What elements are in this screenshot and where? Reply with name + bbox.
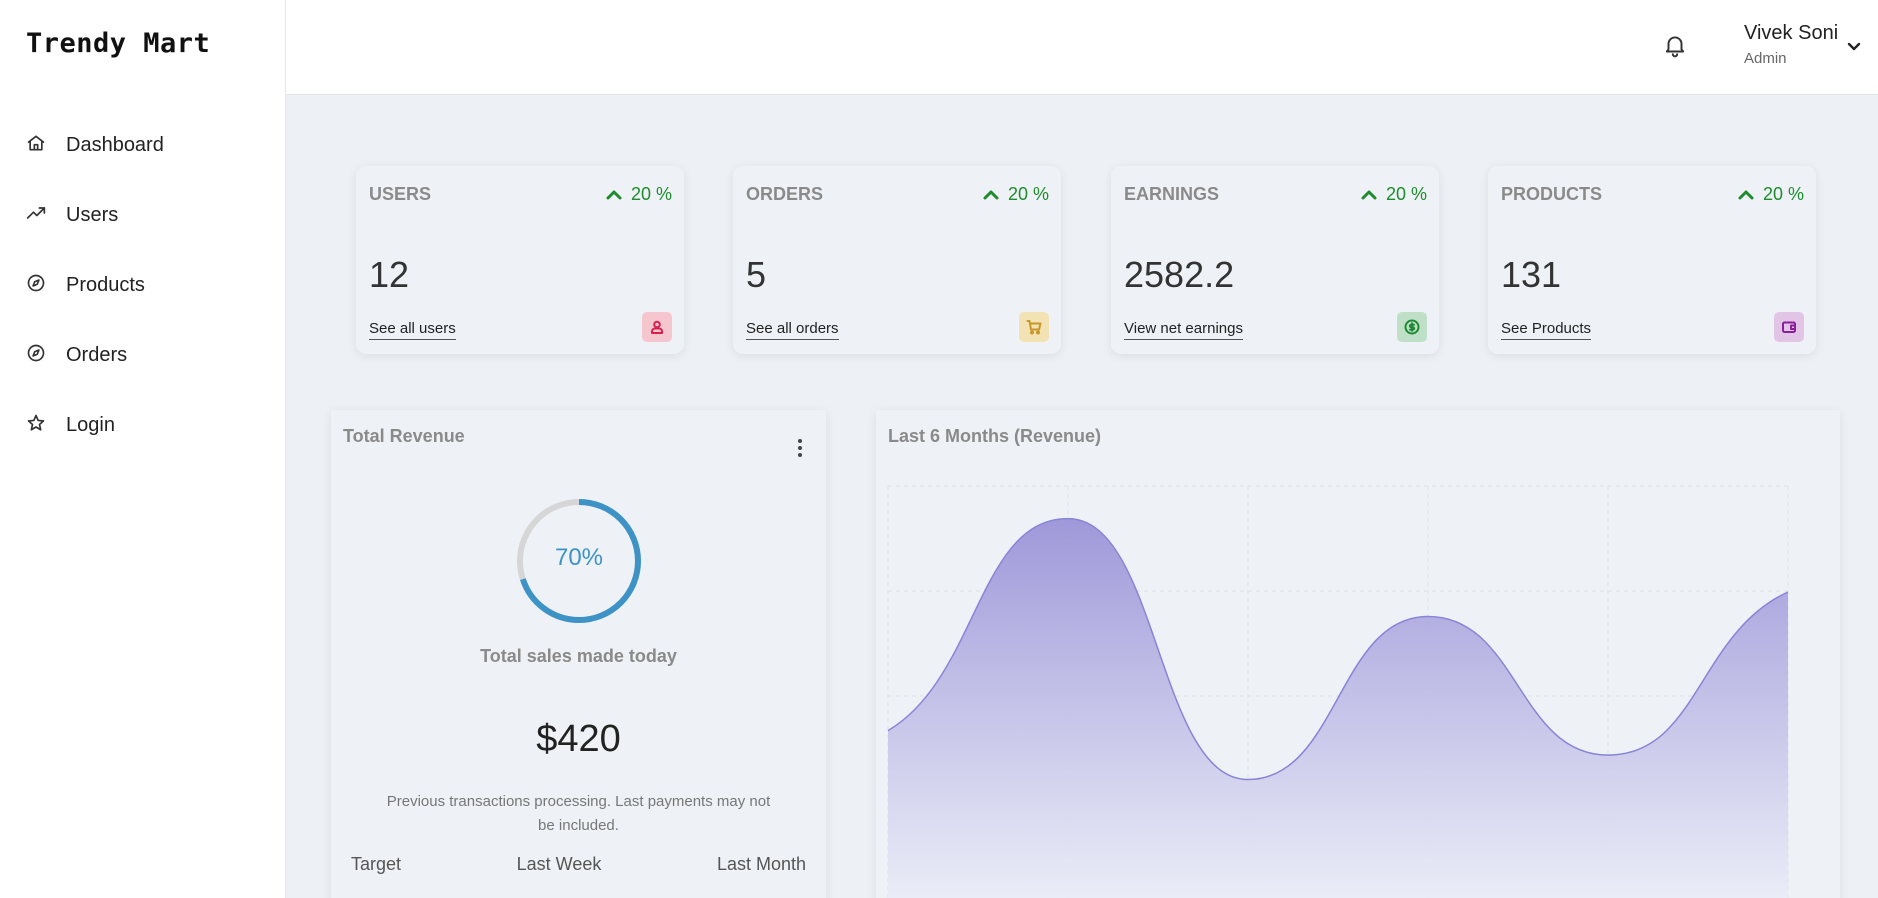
card-percentage: 20 % [1360, 184, 1427, 205]
see-products-link[interactable]: See Products [1501, 320, 1592, 340]
user-name: Vivek Soni [1744, 22, 1839, 44]
bell-icon[interactable] [1662, 32, 1688, 58]
brand-logo[interactable]: Trendy Mart [26, 28, 211, 59]
card-value: 131 [1501, 254, 1562, 295]
revenue-area [888, 518, 1788, 898]
card-percentage: 20 % [1737, 184, 1804, 205]
sidebar-item-label: Orders [66, 343, 128, 366]
card-value: 2582.2 [1124, 254, 1235, 295]
card-value: 5 [746, 254, 767, 295]
card-title: USERS [369, 184, 432, 204]
progress-label: 70% [554, 544, 604, 571]
cart-icon [1019, 312, 1049, 342]
card-title: ORDERS [746, 184, 824, 204]
chevron-up-icon [1738, 190, 1754, 199]
wallet-icon [1774, 312, 1804, 342]
progress-ring-arc [517, 499, 641, 623]
card-percentage: 20 % [605, 184, 672, 205]
card-percentage-value: 20 % [1762, 184, 1804, 204]
card-title: EARNINGS [1124, 184, 1220, 204]
view-net-earnings-link[interactable]: View net earnings [1124, 320, 1243, 340]
stat-card-orders: ORDERS 20 % 5 See all orders [733, 166, 1061, 354]
card-percentage-value: 20 % [1007, 184, 1049, 204]
card-value: 12 [369, 254, 410, 295]
compass-icon [26, 273, 46, 298]
stat-last-week: Last Week [516, 854, 602, 874]
panel-title: Total Revenue [343, 426, 465, 446]
trending-up-icon [26, 203, 46, 228]
sidebar-nav: Dashboard Users Products Orders Login [0, 110, 285, 460]
card-percentage-value: 20 % [1385, 184, 1427, 204]
sidebar-item-products[interactable]: Products [0, 250, 285, 320]
sidebar: Trendy Mart Dashboard Users Products Ord… [0, 0, 286, 898]
revenue-caption: Total sales made today [480, 646, 677, 666]
progress-ring [517, 499, 641, 623]
sidebar-item-orders[interactable]: Orders [0, 320, 285, 390]
sidebar-item-label: Products [66, 273, 145, 296]
sidebar-item-login[interactable]: Login [0, 390, 285, 460]
user-icon [642, 312, 672, 342]
revenue-amount: $420 [536, 718, 621, 760]
sidebar-item-label: Users [66, 203, 119, 226]
card-percentage: 20 % [982, 184, 1049, 205]
compass-icon [26, 343, 46, 368]
user-role: Admin [1744, 50, 1787, 67]
see-all-orders-link[interactable]: See all orders [746, 320, 839, 340]
revenue-stats: Target Last Week Last Month [351, 854, 806, 875]
stat-card-products: PRODUCTS 20 % 131 See Products [1488, 166, 1816, 354]
sidebar-item-label: Dashboard [66, 133, 164, 156]
chevron-down-icon[interactable] [1846, 38, 1862, 54]
topbar: Vivek Soni Admin [286, 0, 1878, 95]
card-title: PRODUCTS [1501, 184, 1603, 204]
revenue-line [887, 517, 1789, 781]
dollar-icon [1397, 312, 1427, 342]
more-options-icon[interactable] [796, 438, 804, 458]
stat-last-month: Last Month [716, 854, 806, 874]
chevron-up-icon [606, 190, 622, 199]
star-icon [26, 413, 46, 438]
chart-title: Last 6 Months (Revenue) [888, 426, 1102, 446]
stat-target: Target [351, 854, 402, 874]
home-icon [26, 133, 46, 158]
revenue-note: Previous transactions processing. Last p… [386, 793, 771, 834]
card-percentage-value: 20 % [630, 184, 672, 204]
chevron-up-icon [1361, 190, 1377, 199]
sidebar-item-dashboard[interactable]: Dashboard [0, 110, 285, 180]
total-revenue-panel: Total Revenue 70% Total sales made today… [331, 410, 826, 898]
see-all-users-link[interactable]: See all users [369, 320, 456, 340]
chevron-up-icon [983, 190, 999, 199]
sidebar-item-users[interactable]: Users [0, 180, 285, 250]
stat-card-users: USERS 20 % 12 See all users [356, 166, 684, 354]
revenue-area-chart [887, 485, 1789, 898]
stat-card-earnings: EARNINGS 20 % 2582.2 View net earnings [1111, 166, 1439, 354]
revenue-chart-panel: Last 6 Months (Revenue) [876, 410, 1840, 898]
user-menu[interactable]: Vivek Soni Admin [1744, 22, 1838, 67]
sidebar-item-label: Login [66, 413, 115, 436]
